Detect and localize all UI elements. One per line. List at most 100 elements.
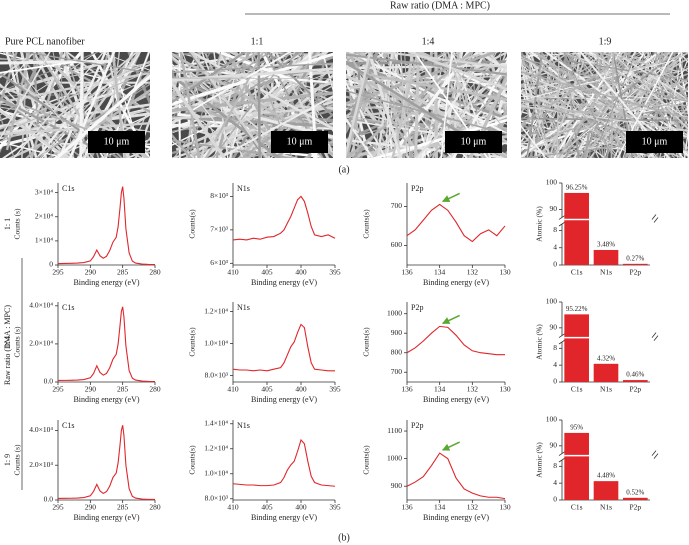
y-axis-label: Counts(s) bbox=[362, 209, 371, 239]
fiber bbox=[79, 52, 84, 158]
x-tick-label: 290 bbox=[85, 268, 97, 277]
x-tick-label: C1s bbox=[571, 503, 583, 512]
axis-break bbox=[651, 332, 657, 338]
fiber bbox=[58, 52, 107, 158]
fiber bbox=[521, 61, 551, 158]
fiber bbox=[439, 52, 498, 158]
fiber bbox=[658, 75, 688, 158]
fiber bbox=[581, 52, 632, 158]
axis-break bbox=[653, 453, 659, 459]
fiber bbox=[616, 52, 674, 158]
fiber bbox=[348, 52, 507, 135]
axis-break bbox=[651, 450, 657, 456]
fiber bbox=[417, 52, 507, 122]
fiber bbox=[521, 52, 550, 117]
y-tick-label: 8 bbox=[553, 343, 557, 352]
fiber bbox=[352, 52, 360, 158]
y-tick-label: 4 bbox=[553, 478, 557, 487]
top-label: Raw ratio (DMA : MPC) bbox=[390, 0, 490, 11]
fiber bbox=[0, 52, 51, 141]
fiber bbox=[526, 52, 543, 158]
fiber bbox=[414, 66, 507, 158]
x-tick-label: 130 bbox=[499, 268, 511, 277]
fiber bbox=[192, 52, 292, 111]
fiber bbox=[440, 52, 453, 158]
spectrum-line bbox=[232, 323, 335, 372]
fiber bbox=[346, 52, 374, 158]
bar bbox=[564, 432, 589, 500]
fiber bbox=[434, 52, 438, 158]
spectrum-line bbox=[406, 203, 506, 243]
fiber bbox=[133, 136, 150, 158]
y-tick-label: 1×10⁴ bbox=[35, 236, 53, 245]
x-tick-label: 130 bbox=[499, 385, 511, 394]
fiber bbox=[610, 52, 615, 158]
y-tick-label: 2.0×10⁴ bbox=[29, 339, 53, 348]
fiber bbox=[1, 70, 127, 158]
fiber bbox=[172, 67, 333, 82]
y-axis-label: Atomic (%) bbox=[535, 206, 544, 242]
fiber bbox=[521, 71, 688, 120]
arrow bbox=[441, 441, 460, 451]
value-label: 0.52% bbox=[626, 488, 644, 496]
fiber bbox=[366, 107, 507, 158]
fiber bbox=[521, 52, 571, 87]
scale-bar-label: 10 μm bbox=[104, 136, 130, 147]
fiber bbox=[0, 57, 116, 95]
fiber bbox=[172, 106, 333, 120]
fiber bbox=[414, 52, 420, 158]
arrow bbox=[441, 192, 460, 203]
fiber bbox=[0, 52, 37, 79]
fiber bbox=[521, 90, 551, 158]
fiber bbox=[638, 52, 688, 93]
fiber bbox=[0, 60, 77, 74]
fiber bbox=[307, 52, 327, 158]
fiber bbox=[659, 52, 688, 73]
y-tick-label: 7×10³ bbox=[210, 225, 228, 234]
panel-title: P2p bbox=[411, 303, 423, 312]
fiber bbox=[187, 52, 222, 158]
fiber bbox=[484, 105, 507, 158]
fiber bbox=[172, 133, 193, 158]
fiber bbox=[447, 52, 496, 158]
y-tick-label: 0.0 bbox=[44, 377, 54, 386]
fiber bbox=[172, 100, 333, 158]
fiber bbox=[451, 52, 492, 158]
fiber bbox=[538, 89, 688, 142]
x-tick-label: 280 bbox=[149, 385, 161, 394]
y-tick-label: 90 bbox=[550, 441, 558, 450]
x-axis-label: Binding energy (eV) bbox=[423, 278, 489, 287]
fiber bbox=[533, 93, 637, 158]
panel-title: C1s bbox=[62, 184, 74, 193]
axis-break bbox=[558, 457, 566, 463]
axis-break bbox=[558, 215, 566, 220]
row-label: 1: 1 bbox=[3, 218, 12, 230]
fiber bbox=[346, 52, 411, 158]
spectrum-line bbox=[406, 325, 505, 356]
spectrum-line bbox=[57, 425, 156, 501]
fiber bbox=[653, 52, 688, 158]
x-tick-label: 132 bbox=[467, 503, 479, 512]
y-tick-label: 0 bbox=[49, 260, 53, 269]
value-label: 3.48% bbox=[597, 241, 615, 249]
y-tick-label: 2.0×10⁴ bbox=[29, 460, 53, 469]
panel-title: C1s bbox=[62, 421, 74, 430]
y-tick-label: 1.2×10⁴ bbox=[204, 306, 228, 315]
x-tick-label: 290 bbox=[85, 385, 97, 394]
fiber bbox=[464, 115, 507, 158]
fiber bbox=[220, 52, 314, 158]
fiber bbox=[346, 52, 437, 117]
y-axis-label: Counts (s) bbox=[13, 208, 22, 240]
fiber bbox=[5, 52, 31, 151]
fiber bbox=[376, 52, 394, 158]
axis-break bbox=[653, 335, 659, 341]
fiber bbox=[30, 52, 64, 158]
fiber bbox=[623, 85, 688, 158]
fiber bbox=[212, 52, 291, 158]
y-tick-label: 700 bbox=[391, 367, 403, 376]
fiber bbox=[251, 52, 293, 158]
axis-break bbox=[558, 221, 566, 227]
fiber bbox=[178, 52, 181, 158]
y-tick-label: 800 bbox=[391, 347, 403, 356]
